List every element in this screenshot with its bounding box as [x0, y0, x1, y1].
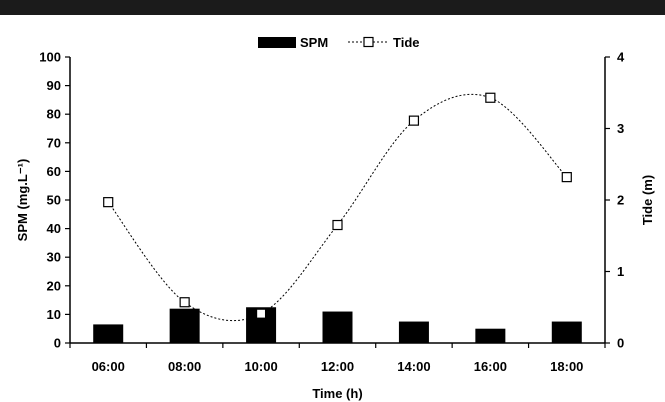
- x-axis-title: Time (h): [312, 386, 362, 401]
- tide-marker: [485, 92, 496, 103]
- x-tick-label: 08:00: [168, 359, 201, 374]
- x-tick-label: 12:00: [321, 359, 354, 374]
- spm-bar: [322, 311, 353, 343]
- legend-label-spm: SPM: [300, 35, 328, 50]
- legend-swatch-spm: [258, 37, 296, 48]
- tide-series: [103, 92, 572, 322]
- legend-label-tide: Tide: [393, 35, 420, 50]
- spm-bar: [551, 321, 582, 343]
- tide-marker: [255, 308, 267, 319]
- y-tick-label-right: 1: [617, 264, 624, 279]
- y-tick-label-left: 70: [47, 135, 61, 150]
- y-tick-label-right: 0: [617, 336, 624, 351]
- y-tick-label-left: 40: [47, 221, 61, 236]
- tide-line: [107, 93, 568, 322]
- tide-marker: [179, 297, 190, 308]
- spm-bars: [93, 307, 582, 343]
- spm-bar: [398, 321, 429, 343]
- y-tick-label-left: 20: [47, 278, 61, 293]
- spm-bar: [169, 308, 200, 343]
- x-tick-label: 06:00: [92, 359, 125, 374]
- y-tick-label-right: 4: [617, 50, 625, 65]
- tide-marker: [408, 115, 420, 126]
- tide-marker: [332, 219, 343, 231]
- x-tick-label: 18:00: [550, 359, 583, 374]
- tide-marker: [103, 197, 114, 208]
- tide-marker: [561, 172, 572, 183]
- spm-bar: [475, 328, 506, 343]
- x-tick-label: 10:00: [244, 359, 277, 374]
- y-tick-label-right: 2: [617, 193, 624, 208]
- legend-marker-tide: [363, 36, 374, 48]
- chart-legend: SPM Tide: [258, 35, 420, 50]
- spm-bar: [93, 324, 124, 343]
- y-tick-label-left: 80: [47, 107, 61, 122]
- y-tick-label-right: 3: [617, 121, 624, 136]
- y-tick-label-left: 100: [39, 50, 61, 65]
- y-tick-label-left: 90: [47, 78, 61, 93]
- y-tick-label-left: 30: [47, 250, 61, 265]
- x-tick-label: 16:00: [474, 359, 507, 374]
- header-band: [0, 0, 665, 15]
- y-tick-label-left: 50: [47, 193, 61, 208]
- y-axis-title-left: SPM (mg.L⁻¹): [15, 159, 30, 242]
- y-tick-label-left: 0: [54, 336, 61, 351]
- y-tick-label-left: 60: [47, 164, 61, 179]
- y-tick-label-left: 10: [47, 307, 61, 322]
- x-tick-label: 14:00: [397, 359, 430, 374]
- y-axis-title-right: Tide (m): [640, 175, 655, 225]
